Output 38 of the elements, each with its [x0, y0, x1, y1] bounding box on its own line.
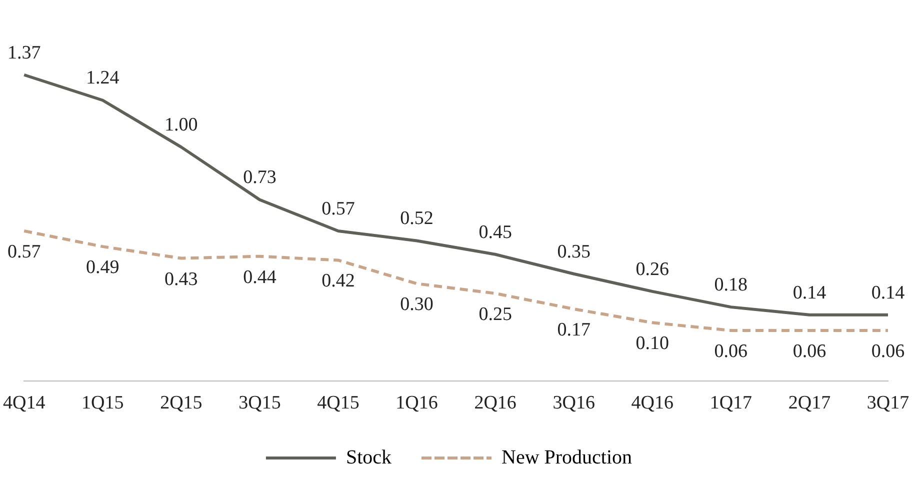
x-tick-label: 3Q17 — [866, 392, 910, 414]
data-label: 0.06 — [871, 340, 905, 362]
data-label: 0.06 — [792, 340, 826, 362]
data-label: 0.43 — [164, 268, 198, 290]
data-label: 0.30 — [400, 294, 434, 316]
x-tick-label: 4Q15 — [317, 392, 360, 414]
data-label: 0.73 — [243, 167, 276, 188]
x-tick-label: 2Q17 — [788, 392, 831, 414]
data-label: 0.26 — [636, 258, 670, 280]
x-tick-label: 1Q15 — [82, 392, 124, 414]
data-label: 0.06 — [714, 340, 748, 362]
data-label: 0.14 — [871, 282, 906, 304]
legend-label: New Production — [502, 446, 632, 468]
data-label: 0.44 — [243, 266, 277, 288]
data-label: 0.52 — [400, 208, 434, 230]
x-tick-label: 2Q16 — [474, 392, 516, 414]
x-tick-label: 4Q16 — [631, 392, 674, 414]
data-label: 1.37 — [7, 42, 41, 64]
data-label: 1.00 — [164, 114, 198, 136]
data-label: 1.24 — [86, 68, 120, 89]
data-label: 0.57 — [7, 241, 41, 262]
x-tick-label: 4Q14 — [2, 392, 46, 414]
x-tick-label: 1Q17 — [710, 392, 752, 414]
data-label: 0.45 — [478, 222, 512, 243]
data-label: 0.35 — [557, 241, 590, 262]
legend-label: Stock — [346, 446, 392, 468]
data-label: 0.14 — [792, 282, 827, 304]
x-tick-label: 3Q15 — [238, 392, 281, 414]
data-label: 0.57 — [322, 198, 355, 220]
data-label: 0.25 — [478, 304, 512, 325]
data-label: 0.42 — [322, 270, 355, 292]
data-label: 0.10 — [636, 333, 670, 354]
data-label: 0.17 — [557, 319, 590, 340]
x-tick-label: 3Q16 — [552, 392, 595, 414]
data-label: 0.49 — [86, 257, 120, 278]
data-label: 0.18 — [714, 274, 748, 296]
x-tick-label: 2Q15 — [160, 392, 202, 414]
x-tick-label: 1Q16 — [396, 392, 438, 414]
